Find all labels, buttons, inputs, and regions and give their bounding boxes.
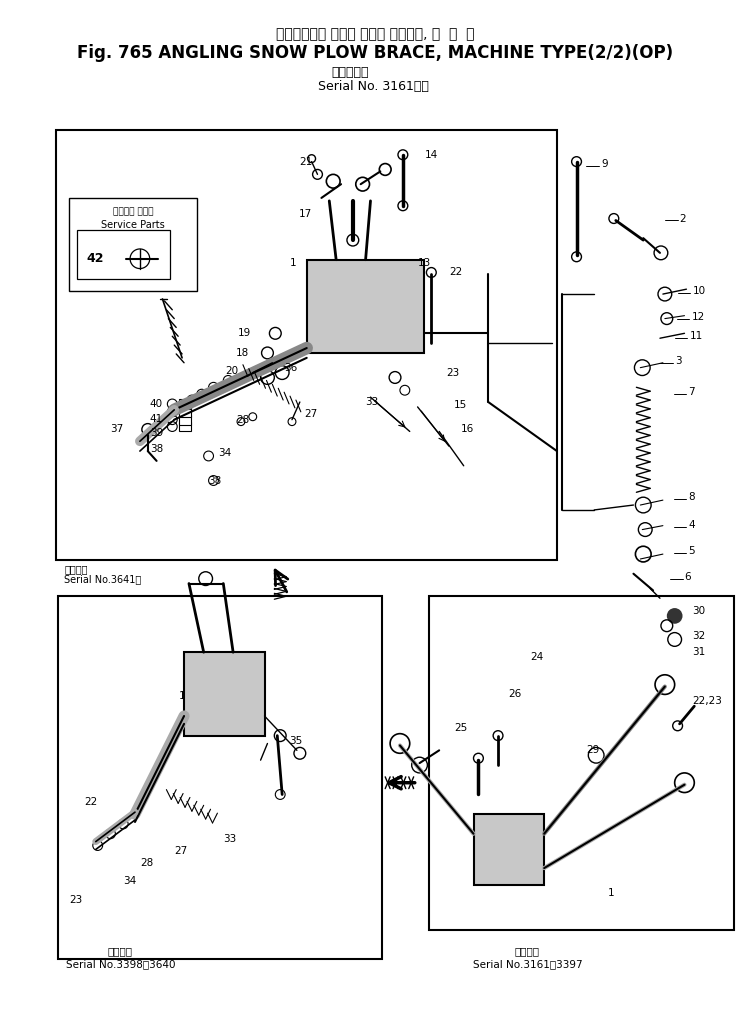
Text: 4: 4: [689, 519, 695, 529]
Bar: [179, 415, 191, 425]
Text: 32: 32: [692, 631, 706, 641]
Bar: [77, 230, 170, 279]
Text: 5: 5: [689, 547, 695, 556]
Text: 35: 35: [289, 735, 303, 745]
Text: 33: 33: [223, 834, 237, 844]
Text: 30: 30: [692, 606, 705, 617]
Text: 24: 24: [530, 652, 544, 662]
Text: 8: 8: [689, 492, 695, 502]
Text: 7: 7: [689, 387, 695, 397]
Text: 22: 22: [449, 268, 462, 278]
Bar: [430, 596, 734, 930]
Text: 28: 28: [140, 858, 153, 868]
Circle shape: [667, 608, 683, 624]
Text: 38: 38: [149, 444, 163, 454]
Text: アングリング スノー プラウ ブレース, 機  械  式: アングリング スノー プラウ ブレース, 機 械 式: [276, 27, 475, 42]
Text: 31: 31: [692, 647, 706, 657]
Text: 18: 18: [236, 348, 249, 358]
Text: Serial No. 3161～）: Serial No. 3161～）: [318, 80, 428, 93]
Text: 41: 41: [149, 414, 163, 424]
Text: 36: 36: [284, 363, 297, 373]
Text: 適用号機: 適用号機: [515, 946, 540, 956]
Bar: [179, 400, 191, 409]
Text: 25: 25: [454, 723, 467, 733]
Text: 40: 40: [149, 399, 163, 409]
Text: 28: 28: [236, 415, 249, 425]
Text: 29: 29: [587, 745, 599, 755]
Bar: [59, 596, 382, 959]
Bar: [474, 814, 544, 885]
Text: 20: 20: [225, 366, 238, 375]
Text: 15: 15: [454, 400, 467, 410]
Text: 39: 39: [149, 428, 163, 438]
Text: 27: 27: [303, 409, 317, 419]
Text: 19: 19: [238, 329, 252, 339]
Text: 23: 23: [446, 367, 460, 377]
Text: 22,23: 22,23: [692, 697, 722, 707]
Bar: [306, 260, 424, 353]
Text: 37: 37: [110, 425, 124, 434]
Text: Serial No.3398～3640: Serial No.3398～3640: [65, 959, 175, 969]
Text: Serial No.3161～3397: Serial No.3161～3397: [472, 959, 582, 969]
Text: 2: 2: [680, 214, 686, 223]
Text: 14: 14: [424, 150, 438, 160]
Text: 38: 38: [209, 476, 222, 486]
Text: （適用号機: （適用号機: [331, 67, 369, 79]
Text: 22: 22: [84, 797, 97, 807]
Bar: [69, 198, 197, 291]
Text: 27: 27: [174, 847, 188, 857]
Text: 21: 21: [299, 156, 312, 166]
Bar: [179, 407, 191, 417]
Text: 16: 16: [461, 425, 474, 434]
Text: 1: 1: [608, 887, 614, 897]
Text: 17: 17: [299, 209, 312, 219]
Text: 26: 26: [508, 690, 521, 700]
Text: Service Parts: Service Parts: [101, 219, 165, 229]
Text: 適用号機: 適用号機: [65, 564, 88, 574]
Text: 適用号機: 適用号機: [108, 946, 133, 956]
Text: 34: 34: [123, 876, 137, 886]
Text: 12: 12: [692, 311, 704, 321]
Text: 11: 11: [689, 332, 703, 342]
Bar: [179, 422, 191, 431]
Text: 23: 23: [69, 895, 83, 906]
Text: 10: 10: [692, 286, 705, 296]
Text: Fig. 765 ANGLING SNOW PLOW BRACE, MACHINE TYPE(2/2)(OP): Fig. 765 ANGLING SNOW PLOW BRACE, MACHIN…: [77, 44, 674, 62]
Text: 1: 1: [179, 692, 185, 702]
Bar: [184, 652, 264, 735]
Text: 6: 6: [684, 572, 691, 582]
Text: Serial No.3641～: Serial No.3641～: [65, 575, 142, 585]
Text: 34: 34: [219, 448, 231, 458]
Text: 9: 9: [601, 158, 608, 168]
Text: 13: 13: [418, 258, 431, 268]
Text: 1: 1: [290, 258, 297, 268]
Bar: [56, 130, 557, 560]
Text: 33: 33: [366, 397, 379, 407]
Text: 3: 3: [674, 356, 681, 366]
Text: サービス パーツ: サービス パーツ: [113, 208, 153, 217]
Text: 42: 42: [87, 252, 104, 266]
